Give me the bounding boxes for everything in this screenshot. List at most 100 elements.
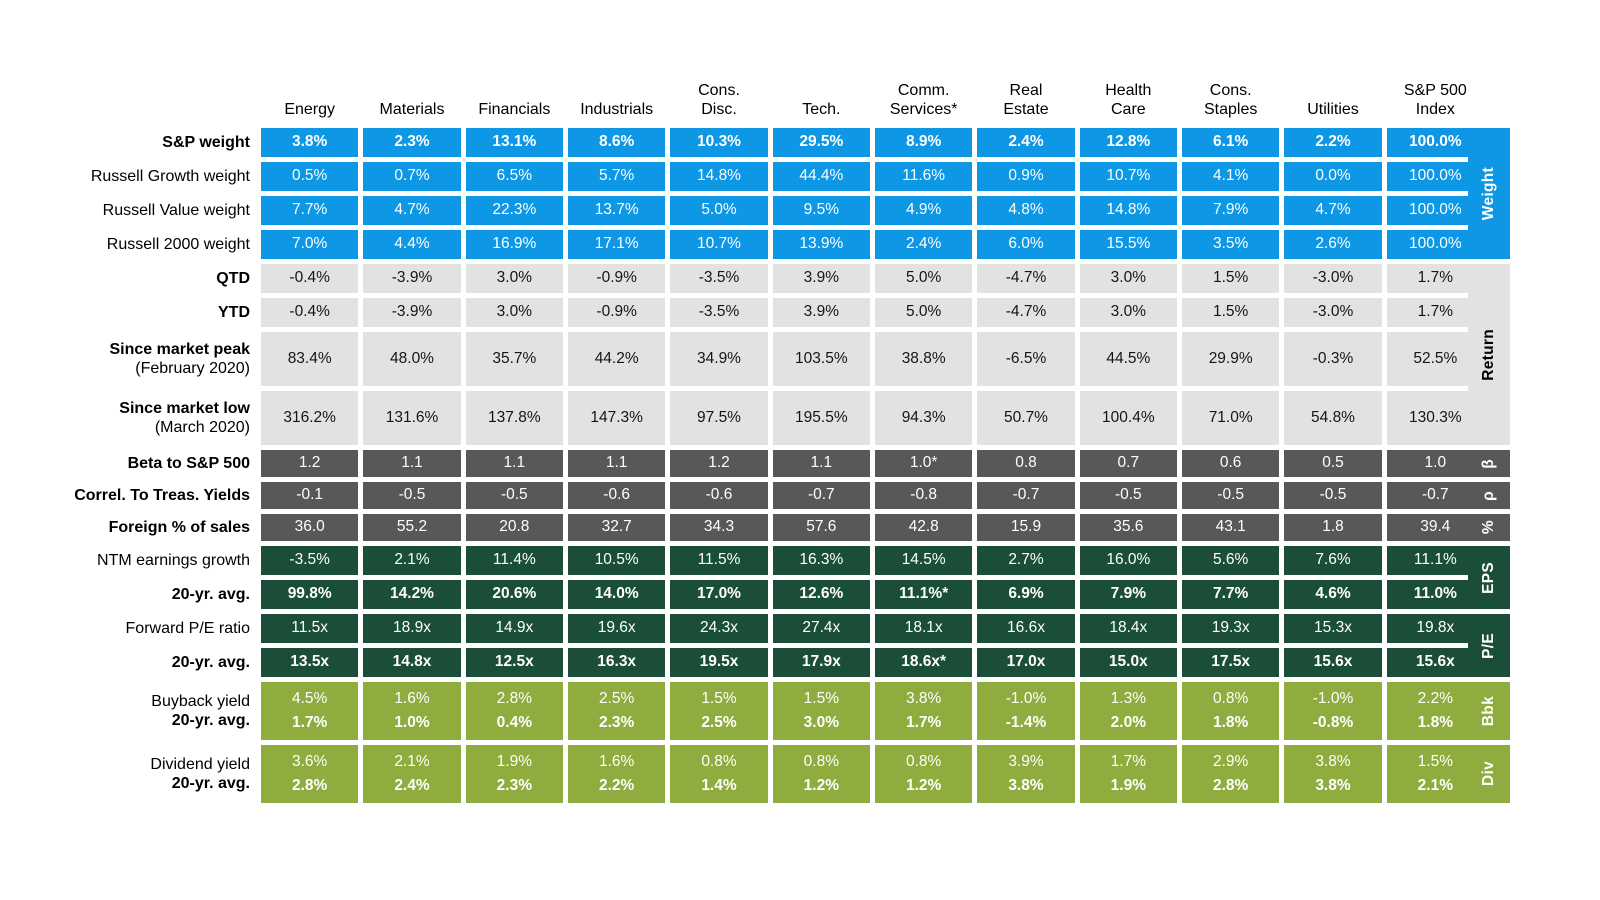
table-row: Russell 2000 weight 7.0% 4.4% 16.9% 17.1% 10.… <box>24 230 1484 259</box>
table-cell: 34.3 <box>670 514 768 541</box>
row-sublabel-text: (February 2020) <box>135 360 250 377</box>
cell-value: 3.8% <box>291 133 328 151</box>
table-cell: 10.5% <box>568 546 666 575</box>
table-cell: 10.7% <box>670 230 768 259</box>
table-cell: 44.2% <box>568 332 666 386</box>
cell-value: 29.9% <box>1208 349 1253 367</box>
cell-value: 0.8 <box>1015 454 1037 472</box>
table-cell: 18.6x* <box>875 648 973 677</box>
cell-value: 1.5% <box>1417 752 1453 770</box>
table-cell: 5.0% <box>875 264 973 293</box>
table-cell: 3.8% 3.8% <box>1284 745 1382 803</box>
table-cell: 11.5% <box>670 546 768 575</box>
table-row: 20-yr. avg. 99.8% 14.2% 20.6% 14.0% 17.0% 12.6… <box>24 580 1484 609</box>
cell-value: 0.8% <box>701 752 737 770</box>
cell-value: 15.6x <box>1313 653 1353 671</box>
table-cell: 97.5% <box>670 391 768 445</box>
cell-value: 94.3% <box>901 408 946 426</box>
cell-value: 34.3 <box>703 518 735 536</box>
table-cell: 34.9% <box>670 332 768 386</box>
cell-value: 13.9% <box>799 235 844 253</box>
cell-value: 0.0% <box>1315 167 1351 185</box>
row-label: Foreign % of sales <box>24 514 256 541</box>
table-cell: -0.7 <box>977 482 1075 509</box>
cell-value: 3.0% <box>1110 303 1146 321</box>
cell-value: 24.3x <box>700 619 738 637</box>
cell-value: -0.7 <box>1421 486 1449 504</box>
table-cell: 32.7 <box>568 514 666 541</box>
table-cell: 6.9% <box>977 580 1075 609</box>
cell-value: 4.7% <box>394 201 430 219</box>
column-header: Real Estate <box>1003 82 1049 119</box>
table-cell: 15.6x <box>1386 648 1484 677</box>
table-cell: 1.2 <box>670 450 768 477</box>
table-cell: 18.4x <box>1079 614 1177 643</box>
table-cell: 15.0x <box>1079 648 1177 677</box>
cell-value: 8.9% <box>905 133 942 151</box>
cell-value-avg: 1.9% <box>1110 777 1146 794</box>
table-cell: 0.8% 1.4% <box>670 745 768 803</box>
cell-value: 2.5% <box>598 689 635 707</box>
table-cell: 100.0% <box>1386 128 1484 157</box>
cell-value: 22.3% <box>492 201 537 219</box>
table-cell: 35.7% <box>465 332 563 386</box>
table-cell: 17.9x <box>772 648 870 677</box>
row-label: Since market peak (February 2020) <box>24 332 256 386</box>
table-cell: 3.0% <box>465 298 563 327</box>
cell-value: -3.0% <box>1312 269 1354 287</box>
table-cell: 8.9% <box>875 128 973 157</box>
column-header: Health Care <box>1105 82 1152 119</box>
table-cell: 11.6% <box>875 162 973 191</box>
cell-value: 57.6 <box>806 518 837 536</box>
cell-value: 1.7% <box>1417 303 1453 321</box>
column-header: Energy <box>284 101 336 119</box>
table-cell: 11.0% <box>1386 580 1484 609</box>
cell-value: 7.0% <box>291 235 328 253</box>
table-cell: 17.0x <box>977 648 1075 677</box>
table-cell: 19.6x <box>568 614 666 643</box>
table-cell: 3.0% <box>465 264 563 293</box>
cell-value: 19.8x <box>1416 619 1455 637</box>
table-cell: 6.1% <box>1182 128 1280 157</box>
table-cell: 0.8 <box>977 450 1075 477</box>
table-cell: 13.1% <box>465 128 563 157</box>
row-label: 20-yr. avg. <box>24 580 256 609</box>
cell-value: 16.6x <box>1007 619 1045 637</box>
table-cell: -3.5% <box>670 264 768 293</box>
cell-value: 15.5% <box>1106 235 1151 253</box>
cell-value: 83.4% <box>287 349 332 367</box>
cell-value: 1.6% <box>598 752 635 770</box>
table-cell: 2.3% <box>363 128 461 157</box>
table-cell: 0.7 <box>1079 450 1177 477</box>
side-label-eps: EPS <box>1468 546 1510 609</box>
table-cell: 7.9% <box>1079 580 1177 609</box>
cell-value: 6.1% <box>1212 133 1249 151</box>
column-header: Cons. Staples <box>1203 82 1258 119</box>
table-cell: 7.7% <box>261 196 359 225</box>
cell-value: -0.7 <box>807 486 835 504</box>
cell-value-avg: 1.7% <box>905 714 942 731</box>
table-cell: -0.7 <box>1386 482 1484 509</box>
row-label: NTM earnings growth <box>24 546 256 575</box>
table-cell: 20.8 <box>465 514 563 541</box>
cell-value: 42.8 <box>908 518 939 536</box>
table-cell: 24.3x <box>670 614 768 643</box>
row-label-text: Foreign % of sales <box>108 518 250 536</box>
cell-value: 1.7% <box>1110 752 1146 770</box>
column-header: Tech. <box>802 101 841 119</box>
table-cell: 1.5% <box>1182 264 1280 293</box>
cell-value: 11.4% <box>492 551 536 569</box>
cell-value: 5.6% <box>1212 551 1249 569</box>
row-label: Correl. To Treas. Yields <box>24 482 256 509</box>
cell-value: 18.4x <box>1109 619 1148 637</box>
side-label-text: Return <box>1480 328 1497 381</box>
cell-value: 2.1% <box>394 551 430 569</box>
table-cell: 7.0% <box>261 230 359 259</box>
cell-value: 14.8% <box>1106 201 1151 219</box>
table-cell: 43.1 <box>1182 514 1280 541</box>
table-cell: 19.8x <box>1386 614 1484 643</box>
table-cell: 48.0% <box>363 332 461 386</box>
table-row: Russell Value weight 7.7% 4.7% 22.3% 13.7% 5.… <box>24 196 1484 225</box>
cell-value: 2.4% <box>1008 133 1044 151</box>
cell-value: 2.2% <box>1315 133 1351 151</box>
